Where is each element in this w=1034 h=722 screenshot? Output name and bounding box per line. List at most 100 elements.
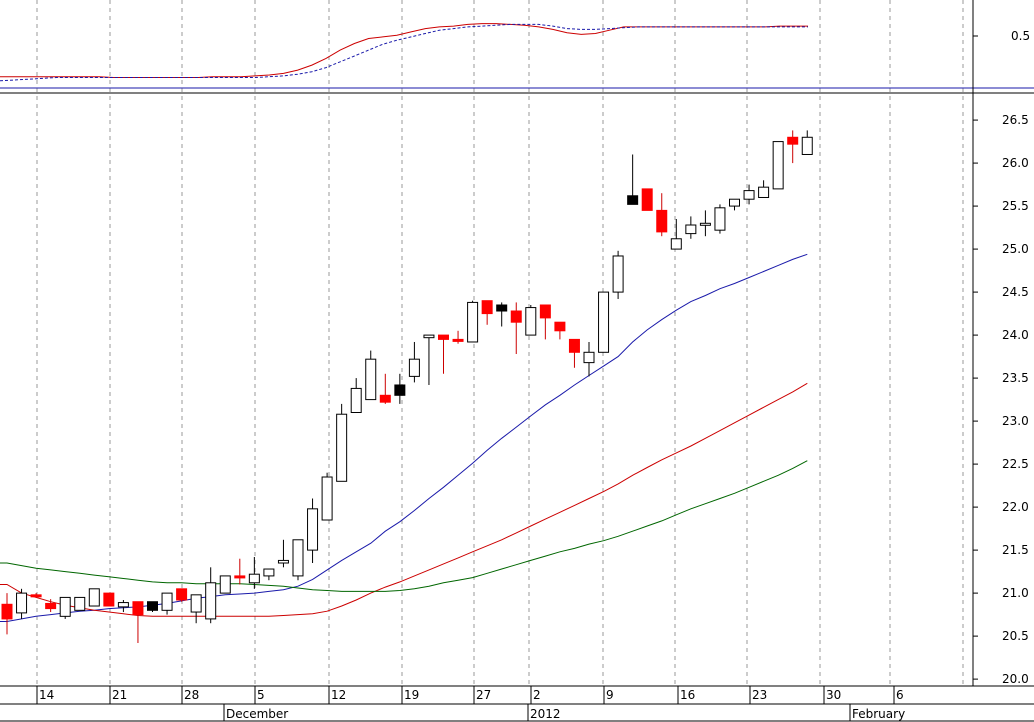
y-tick-label-9: 24.5 (1002, 285, 1029, 299)
x-day-label-6: 27 (476, 688, 491, 702)
candle-28 (408, 341, 420, 383)
moving-average-0 (0, 253, 808, 622)
candle-41 (598, 291, 610, 353)
candle-8 (117, 599, 129, 613)
y-tick-label-2: 21.0 (1002, 586, 1029, 600)
candle-body (714, 207, 726, 231)
candle-2 (30, 593, 42, 598)
candle-30 (438, 334, 449, 374)
candle-26 (379, 373, 391, 404)
candle-body (117, 602, 129, 608)
candle-47 (685, 216, 697, 239)
candle-34 (496, 302, 508, 327)
y-tick-label-7: 23.5 (1002, 371, 1029, 385)
x-day-label-1: 21 (112, 688, 127, 702)
candle-body (59, 596, 71, 617)
candle-body (147, 601, 158, 611)
y-tick-label-11: 25.5 (1002, 199, 1029, 213)
y-tick-label-1: 20.5 (1002, 629, 1029, 643)
candle-body (88, 588, 100, 607)
candle-body (583, 351, 595, 364)
candle-body (45, 602, 57, 610)
candle-46 (670, 218, 682, 250)
candle-body (554, 321, 566, 332)
candle-55 (801, 130, 813, 155)
candle-body (801, 136, 813, 155)
moving-average-2 (0, 460, 808, 592)
x-day-label-4: 12 (331, 688, 346, 702)
candle-body (74, 596, 86, 611)
candle-body (539, 304, 551, 319)
price-panel (0, 130, 813, 643)
candle-45 (656, 193, 668, 237)
y-tick-label-3: 21.5 (1002, 543, 1029, 557)
y-tick-label-10: 25.0 (1002, 242, 1029, 256)
x-day-label-12: 6 (896, 688, 904, 702)
oscillator-line-0 (0, 23, 808, 78)
oscillator-line-1 (0, 23, 808, 82)
candle-body (758, 186, 770, 198)
candle-body (641, 188, 653, 211)
x-day-label-9: 16 (680, 688, 695, 702)
candle-body (277, 559, 289, 564)
candle-50 (729, 198, 740, 211)
candle-body (321, 476, 333, 521)
y-tick-label-13: 26.5 (1002, 113, 1029, 127)
candle-body (132, 601, 144, 616)
candle-10 (147, 601, 158, 613)
candle-49 (714, 204, 726, 234)
x-day-label-7: 2 (533, 688, 541, 702)
candle-body (219, 575, 231, 594)
candle-39 (568, 338, 580, 368)
y-tick-label-8: 24.0 (1002, 328, 1029, 342)
candle-body (787, 136, 799, 145)
candle-body (743, 190, 755, 200)
x-day-label-11: 30 (826, 688, 841, 702)
candle-31 (452, 330, 464, 344)
candle-29 (423, 334, 435, 385)
candle-body (263, 568, 275, 577)
x-month-label-2: February (852, 707, 905, 721)
candle-body (103, 592, 115, 607)
candle-15 (219, 575, 231, 594)
candle-body (16, 592, 28, 614)
candle-body (772, 141, 784, 190)
candle-33 (481, 300, 493, 325)
candle-body (496, 304, 508, 312)
candle-body (598, 291, 610, 353)
candle-51 (743, 184, 755, 205)
candle-body (248, 573, 260, 584)
candle-35 (510, 302, 522, 355)
candle-body (307, 508, 319, 551)
candle-20 (292, 539, 304, 581)
x-day-label-10: 23 (752, 688, 767, 702)
candle-body (612, 255, 624, 293)
candle-17 (248, 556, 260, 589)
candle-9 (132, 601, 144, 643)
candle-body (670, 238, 682, 250)
candle-body (394, 384, 406, 396)
x-month-label-1: 2012 (530, 707, 561, 721)
x-month-label-0: December (226, 707, 288, 721)
candle-body (234, 575, 246, 579)
candle-body (481, 300, 493, 315)
y-tick-label-6: 23.0 (1002, 414, 1029, 428)
candle-body (438, 334, 449, 340)
candle-52 (758, 180, 770, 198)
candle-body (365, 358, 377, 401)
x-day-label-8: 9 (606, 688, 614, 702)
candle-27 (394, 373, 406, 404)
y-tick-label-5: 22.5 (1002, 457, 1029, 471)
candle-body (292, 539, 304, 577)
x-day-label-0: 14 (39, 688, 54, 702)
grid-lines (36, 0, 964, 686)
candle-16 (234, 558, 246, 585)
candle-25 (365, 350, 377, 401)
candle-19 (277, 539, 289, 568)
candle-body (379, 394, 391, 403)
candle-body (510, 310, 522, 323)
y-tick-label-0: 20.0 (1002, 672, 1029, 686)
candle-1 (16, 588, 28, 619)
y-tick-label-4: 22.0 (1002, 500, 1029, 514)
